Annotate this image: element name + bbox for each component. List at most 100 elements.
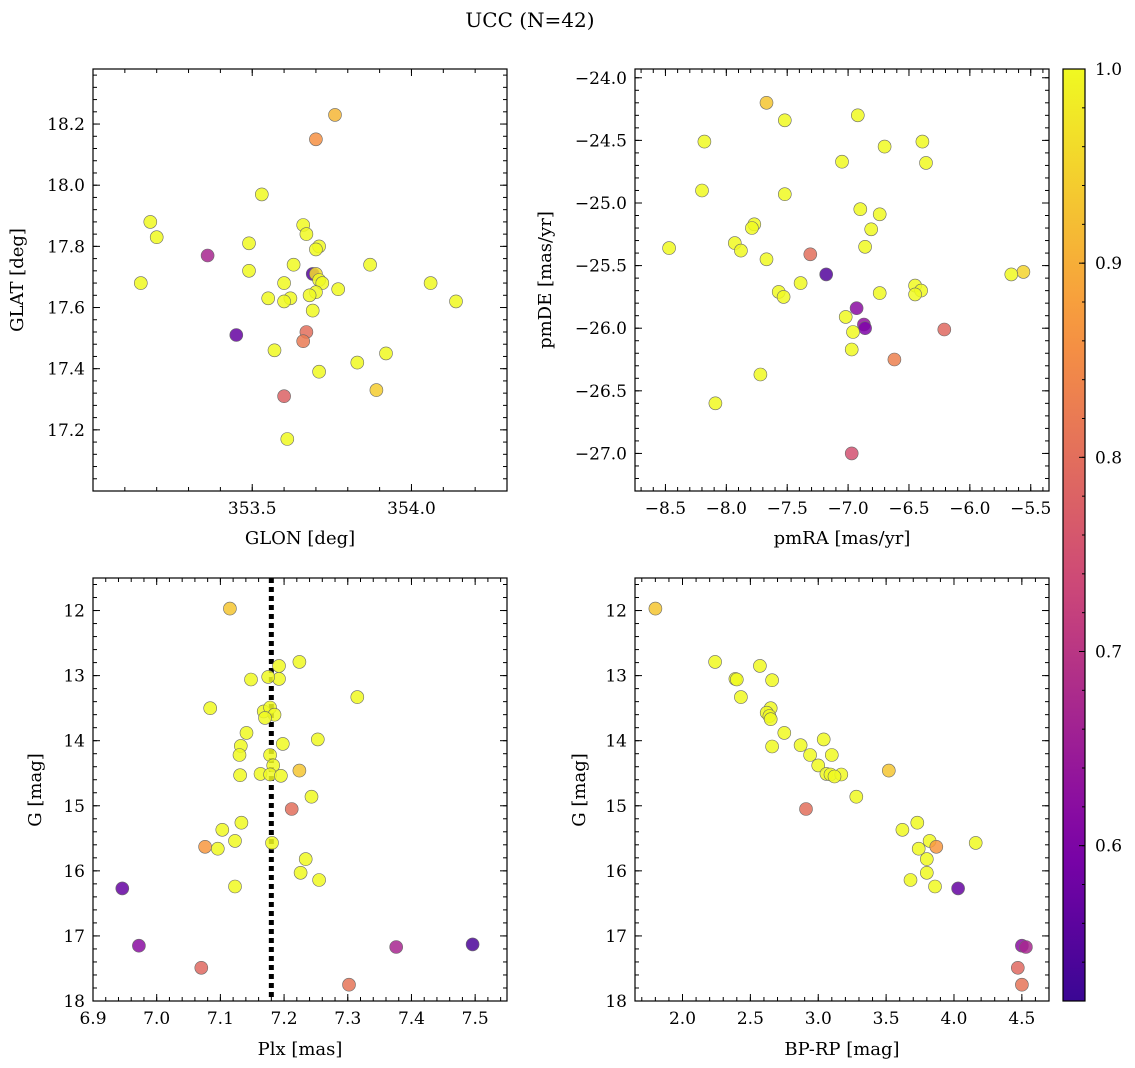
data-point (816, 732, 831, 747)
data-point (331, 282, 346, 297)
data-point (228, 834, 242, 848)
panel-plx-g-ticks: 6.9 7.0 7.1 7.2 7.3 7.4 7.5 12 13 14 15 16 17 18 (63, 578, 507, 1029)
data-point (342, 977, 356, 992)
data-point (951, 881, 965, 896)
x-tick-label: 7.2 (271, 1009, 298, 1029)
data-point (968, 836, 983, 850)
x-tick-label: 6.9 (79, 1009, 106, 1029)
data-point (389, 940, 404, 954)
data-point (759, 252, 774, 267)
data-point (369, 383, 384, 397)
data-point (776, 290, 791, 304)
data-point (763, 712, 778, 727)
data-point (280, 432, 295, 446)
data-point (803, 748, 817, 762)
data-point (1004, 267, 1019, 282)
x-tick-label: 3.5 (873, 1009, 900, 1029)
data-point (350, 690, 365, 704)
y-tick-label: −24.0 (575, 69, 627, 89)
data-point (846, 325, 860, 339)
y-tick-label: 12 (605, 602, 627, 622)
data-point (919, 852, 934, 866)
data-point (1015, 977, 1029, 992)
data-point (228, 879, 242, 894)
data-point (449, 294, 463, 309)
data-point (261, 291, 276, 306)
data-point (881, 763, 896, 778)
data-point (244, 672, 258, 687)
data-point (824, 748, 839, 762)
data-point (827, 769, 842, 784)
x-tick-label: −5.5 (1010, 499, 1051, 519)
colorbar-tick-label: 1.0 (1095, 60, 1122, 80)
data-point (232, 748, 247, 762)
data-point (296, 334, 311, 349)
x-tick-label: −6.5 (888, 499, 929, 519)
data-point (267, 343, 282, 358)
colorbar-gradient (1063, 69, 1085, 1001)
data-point (194, 960, 209, 975)
data-point (734, 690, 748, 704)
data-point (928, 879, 942, 894)
y-tick-label: 13 (63, 667, 85, 687)
panel-bprp-g-xlabel: BP-RP [mag] (784, 1039, 899, 1060)
data-point (895, 822, 910, 837)
data-point (305, 303, 320, 318)
y-tick-label: 18 (63, 992, 85, 1012)
data-point (695, 183, 709, 198)
data-point (350, 355, 365, 370)
data-point (753, 367, 768, 382)
panel-glon-glat-ticks: 353.5 354.0 17.2 17.4 17.6 17.8 18.0 18.2 (47, 69, 508, 519)
data-point (915, 134, 930, 149)
panel-glon-glat-points (134, 108, 463, 446)
panel-pmra-pmde-xlabel: pmRA [mas/yr] (774, 528, 911, 549)
panel-plx-g-xlabel: Plx [mas] (258, 1039, 343, 1060)
data-point (274, 768, 288, 783)
data-point (298, 852, 313, 866)
colorbar-tick-label: 0.6 (1095, 837, 1122, 857)
panel-glon-glat: 353.5 354.0 17.2 17.4 17.6 17.8 18.0 18.2 GLON … (7, 68, 508, 549)
y-tick-label: 18 (605, 992, 627, 1012)
data-point (198, 839, 212, 854)
data-point (242, 263, 256, 278)
y-tick-label: 18.2 (47, 115, 85, 135)
data-point (310, 732, 325, 747)
panel-bprp-g-ticks: 2.0 2.5 3.0 3.5 4.0 4.5 12 13 14 15 16 17 18 (605, 578, 1050, 1029)
x-tick-label: 2.0 (669, 1009, 696, 1029)
x-tick-label: 3.0 (805, 1009, 832, 1029)
data-point (254, 187, 269, 202)
panel-bprp-g: 2.0 2.5 3.0 3.5 4.0 4.5 12 13 14 15 16 17 18 BP-RP [… (569, 577, 1050, 1060)
data-point (819, 267, 834, 282)
colorbar-tick-label: 0.9 (1095, 254, 1122, 274)
y-tick-label: 14 (605, 732, 627, 752)
data-point (277, 389, 291, 404)
data-point (838, 310, 853, 324)
data-point (648, 601, 663, 616)
data-point (849, 789, 864, 804)
data-point (919, 156, 933, 170)
panel-pmra-pmde-ylabel: pmDE [mas/yr] (535, 211, 556, 349)
data-point (759, 96, 774, 110)
data-point (729, 672, 744, 687)
data-point (143, 215, 158, 229)
data-point (777, 726, 792, 740)
y-tick-label: −25.0 (575, 194, 627, 214)
data-point (115, 881, 130, 896)
x-tick-label: 7.5 (462, 1009, 489, 1029)
data-point (465, 937, 480, 952)
y-tick-label: −25.5 (575, 257, 627, 277)
data-point (849, 301, 864, 316)
data-point (745, 221, 759, 235)
y-tick-label: 17 (63, 927, 85, 947)
data-point (937, 322, 952, 337)
x-tick-label: 354.0 (387, 499, 436, 519)
data-point (853, 202, 868, 216)
panel-plx-g-frame (92, 577, 508, 1002)
x-tick-label: −8.0 (706, 499, 747, 519)
data-point (299, 227, 314, 241)
y-tick-label: 17 (605, 927, 627, 947)
data-point (697, 134, 712, 149)
y-tick-label: 16 (63, 862, 85, 882)
panel-bprp-g-ylabel: G [mag] (569, 753, 590, 826)
